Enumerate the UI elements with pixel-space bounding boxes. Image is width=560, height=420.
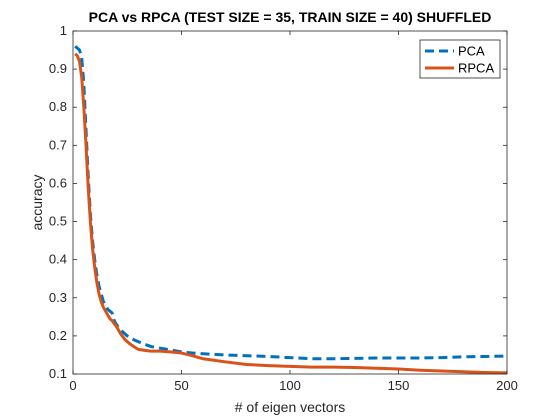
y-axis: 0.1 0.2 0.3 0.4 0.5 0.6 0.7 0.8 0.9 1 (49, 23, 507, 381)
plot-area (73, 31, 507, 374)
x-tick-label: 50 (174, 378, 188, 393)
x-tick-label: 0 (69, 378, 76, 393)
legend-label-rpca: RPCA (458, 61, 494, 76)
legend: PCA RPCA (419, 39, 501, 79)
y-tick-label: 0.4 (49, 252, 67, 267)
series-line-rpca (74, 52, 508, 375)
y-tick-label: 0.7 (49, 137, 67, 152)
y-tick-label: 0.1 (49, 366, 67, 381)
x-axis-label: # of eigen vectors (235, 399, 346, 415)
chart-title: PCA vs RPCA (TEST SIZE = 35, TRAIN SIZE … (89, 9, 492, 25)
y-tick-label: 0.5 (49, 214, 67, 229)
y-tick-label: 0.9 (49, 61, 67, 76)
legend-box (419, 39, 501, 79)
x-tick-label: 100 (279, 378, 301, 393)
y-tick-label: 0.6 (49, 175, 67, 190)
series-layer (74, 45, 508, 375)
y-tick-label: 0.2 (49, 328, 67, 343)
y-tick-label: 0.8 (49, 99, 67, 114)
x-axis: 0 50 100 150 200 (69, 31, 518, 393)
x-tick-label: 150 (388, 378, 410, 393)
y-axis-label: accuracy (29, 174, 45, 230)
y-tick-label: 0.3 (49, 290, 67, 305)
legend-label-pca: PCA (458, 44, 485, 59)
x-tick-label: 200 (496, 378, 518, 393)
y-tick-label: 1 (60, 23, 67, 38)
